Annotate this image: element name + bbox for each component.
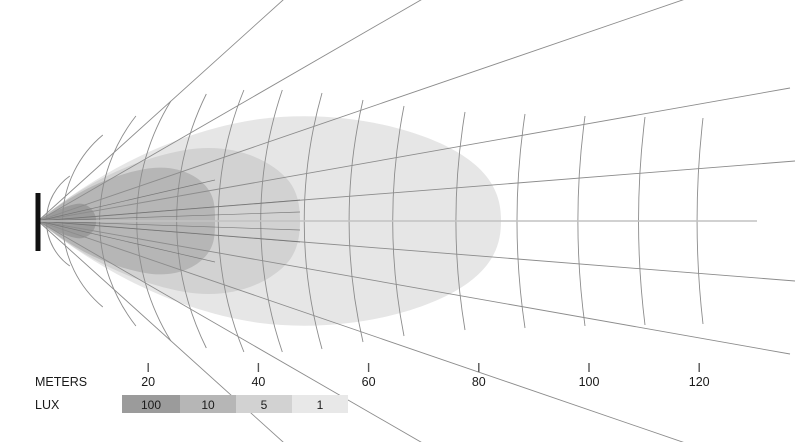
legend-swatch-rect xyxy=(236,395,292,413)
axis-tick-label: 100 xyxy=(579,375,600,389)
inner-ray xyxy=(37,199,301,222)
axis-tick-label: 80 xyxy=(472,375,486,389)
legend-swatch-rect xyxy=(292,395,348,413)
grid-ray xyxy=(37,220,791,355)
grid-ray xyxy=(37,220,684,442)
grid-ray xyxy=(37,0,284,222)
inner-ray xyxy=(37,179,216,222)
axis-tick-group: 80 xyxy=(472,363,486,389)
polar-grid-rays xyxy=(37,0,796,442)
legend-swatch-rect xyxy=(180,395,236,413)
grid-ray xyxy=(37,0,684,222)
legend-swatch-label: 100 xyxy=(141,398,161,412)
axis-tick-label: 20 xyxy=(141,375,155,389)
grid-ray xyxy=(37,0,422,222)
legend-swatch-10[interactable]: 10 xyxy=(180,395,236,413)
lux-legend-bar: 100 10 5 1 xyxy=(122,395,348,413)
legend-swatch-5[interactable]: 5 xyxy=(236,395,292,413)
inner-ray xyxy=(37,220,301,243)
legend-swatch-label: 1 xyxy=(317,398,324,412)
axis-tick-label: 40 xyxy=(251,375,265,389)
lux-legend-label: LUX xyxy=(35,398,60,412)
inner-fan-rays xyxy=(37,179,301,263)
axis-tick-label: 120 xyxy=(689,375,710,389)
inner-ray xyxy=(37,211,301,222)
axis-tick-group: 100 xyxy=(579,363,600,389)
legend-swatch-1[interactable]: 1 xyxy=(292,395,348,413)
axis-tick-group: 40 xyxy=(251,363,265,389)
legend-swatch-rect xyxy=(122,395,180,413)
inner-ray xyxy=(37,220,216,263)
axis-tick-group: 120 xyxy=(689,363,710,389)
grid-ray xyxy=(37,87,791,222)
meters-axis-label: METERS xyxy=(35,375,87,389)
light-source-bar xyxy=(35,193,41,251)
axis-tick-group: 60 xyxy=(362,363,376,389)
inner-ray xyxy=(37,220,301,231)
legend-swatch-label: 5 xyxy=(261,398,268,412)
legend-swatch-label: 10 xyxy=(201,398,215,412)
grid-ray xyxy=(37,220,422,442)
legend-swatch-100[interactable]: 100 xyxy=(122,395,180,413)
axis-tick-group: 20 xyxy=(141,363,155,389)
grid-ray xyxy=(37,220,284,442)
distance-axis: 20 40 60 80 100 120 xyxy=(141,363,710,389)
axis-tick-label: 60 xyxy=(362,375,376,389)
